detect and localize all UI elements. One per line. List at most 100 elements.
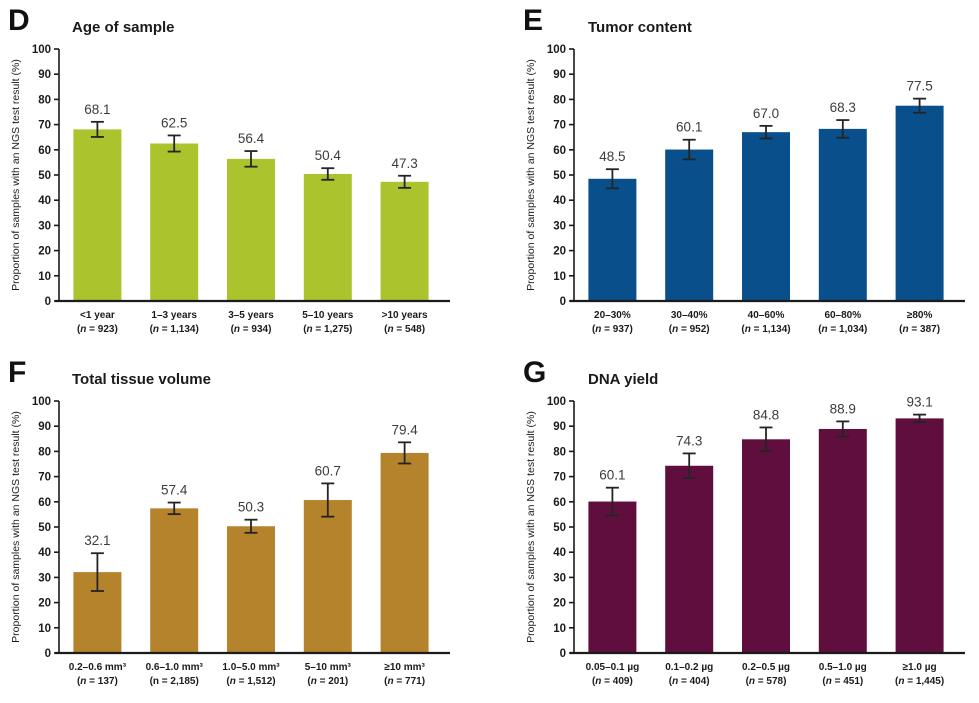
- bar: [818, 128, 867, 301]
- category-n-label: (n = 548): [384, 324, 425, 335]
- category-n-label: (n = 1,134): [150, 324, 199, 335]
- category-n-label: (n = 387): [899, 324, 940, 335]
- y-tick-label: 0: [560, 296, 566, 308]
- bar: [895, 105, 944, 301]
- category-n-label: (n = 404): [669, 676, 710, 687]
- category-label: ≥1.0 µg: [903, 662, 937, 673]
- value-label: 48.5: [599, 149, 625, 164]
- y-tick-label: 70: [553, 120, 566, 132]
- category-label: ≥10 mm³: [384, 662, 425, 673]
- value-label: 68.3: [830, 100, 856, 115]
- bar: [227, 158, 275, 301]
- category-n-label: (n = 934): [231, 324, 272, 335]
- y-tick-label: 10: [553, 623, 566, 635]
- y-tick-label: 10: [38, 623, 51, 635]
- value-label: 57.4: [161, 483, 188, 498]
- y-tick-label: 40: [553, 195, 566, 207]
- y-tick-label: 40: [38, 195, 51, 207]
- y-tick-label: 70: [38, 472, 51, 484]
- y-tick-label: 70: [553, 472, 566, 484]
- y-axis-title: Proportion of samples with an NGS test r…: [10, 59, 22, 291]
- bar: [818, 428, 867, 653]
- y-tick-label: 20: [38, 598, 51, 610]
- y-tick-label: 50: [553, 522, 566, 534]
- y-tick-label: 10: [553, 271, 566, 283]
- category-label: 1.0–5.0 mm³: [222, 662, 280, 673]
- y-tick-label: 100: [32, 396, 51, 408]
- value-label: 67.0: [753, 106, 779, 121]
- value-label: 77.5: [906, 79, 932, 94]
- y-tick-label: 30: [38, 572, 51, 584]
- category-n-label: (n = 201): [307, 676, 348, 687]
- y-tick-label: 50: [553, 170, 566, 182]
- panel-dna-yield: G DNA yield Proportion of samples with a…: [489, 352, 979, 703]
- category-n-label: (n = 1,034): [818, 324, 867, 335]
- value-label: 50.3: [238, 500, 264, 515]
- bar: [742, 439, 790, 653]
- category-n-label: (n = 952): [669, 324, 710, 335]
- bar-chart-dna-yield: Proportion of samples with an NGS test r…: [525, 395, 965, 687]
- y-tick-label: 50: [38, 522, 51, 534]
- bar: [665, 149, 714, 301]
- category-n-label: (n = 1,445): [895, 676, 944, 687]
- value-label: 79.4: [391, 422, 418, 437]
- panel-title: Total tissue volume: [72, 371, 211, 388]
- bar-chart-tumor-content: Proportion of samples with an NGS test r…: [525, 44, 965, 335]
- y-tick-label: 40: [553, 547, 566, 559]
- y-tick-label: 100: [547, 44, 566, 56]
- bar: [380, 181, 429, 301]
- y-tick-label: 0: [45, 648, 51, 660]
- category-label: >10 years: [382, 310, 428, 321]
- y-tick-label: 60: [553, 145, 566, 157]
- category-label: ≥80%: [907, 310, 933, 321]
- category-label: 5–10 years: [302, 310, 354, 321]
- y-tick-label: 20: [553, 598, 566, 610]
- value-label: 88.9: [830, 401, 856, 416]
- bar: [303, 500, 352, 653]
- y-tick-label: 30: [38, 220, 51, 232]
- y-tick-label: 40: [38, 547, 51, 559]
- value-label: 47.3: [391, 156, 417, 171]
- category-n-label: (n = 578): [746, 676, 787, 687]
- category-label: 40–60%: [748, 310, 785, 321]
- value-label: 50.4: [315, 148, 342, 163]
- value-label: 84.8: [753, 407, 779, 422]
- category-n-label: (n = 937): [592, 324, 633, 335]
- category-label: 0.2–0.6 mm³: [69, 662, 127, 673]
- y-tick-label: 60: [38, 145, 51, 157]
- category-label: 0.05–0.1 µg: [586, 662, 640, 673]
- y-tick-label: 30: [553, 572, 566, 584]
- y-tick-label: 100: [32, 44, 51, 56]
- value-label: 62.5: [161, 115, 187, 130]
- category-label: 20–30%: [594, 310, 631, 321]
- y-axis-title: Proportion of samples with an NGS test r…: [10, 411, 22, 643]
- panel-title: Age of sample: [72, 19, 175, 36]
- panel-total-tissue-volume: F Total tissue volume Proportion of samp…: [0, 352, 490, 703]
- value-label: 93.1: [906, 395, 932, 410]
- category-label: 1–3 years: [151, 310, 197, 321]
- category-n-label: (n = 923): [77, 324, 118, 335]
- panel-tumor-content: E Tumor content Proportion of samples wi…: [489, 0, 979, 351]
- bar: [895, 418, 944, 653]
- value-label: 32.1: [84, 533, 110, 548]
- panel-age-of-sample: D Age of sample Proportion of samples wi…: [0, 0, 490, 351]
- y-axis-title: Proportion of samples with an NGS test r…: [525, 59, 537, 291]
- value-label: 60.1: [599, 468, 625, 483]
- value-label: 60.1: [676, 120, 702, 135]
- y-tick-label: 70: [38, 120, 51, 132]
- y-tick-label: 90: [553, 421, 566, 433]
- category-label: 30–40%: [671, 310, 708, 321]
- category-n-label: (n = 1,512): [226, 676, 275, 687]
- panel-letter: G: [523, 356, 547, 389]
- bar: [588, 178, 637, 301]
- y-tick-label: 90: [38, 421, 51, 433]
- category-n-label: (n = 1,134): [741, 324, 790, 335]
- bar-chart-total-tissue-volume: Proportion of samples with an NGS test r…: [10, 396, 450, 687]
- y-tick-label: 90: [38, 69, 51, 81]
- category-label: 0.2–0.5 µg: [742, 662, 790, 673]
- y-tick-label: 80: [553, 94, 566, 106]
- value-label: 68.1: [84, 102, 110, 117]
- bar: [742, 132, 790, 301]
- value-label: 56.4: [238, 131, 265, 146]
